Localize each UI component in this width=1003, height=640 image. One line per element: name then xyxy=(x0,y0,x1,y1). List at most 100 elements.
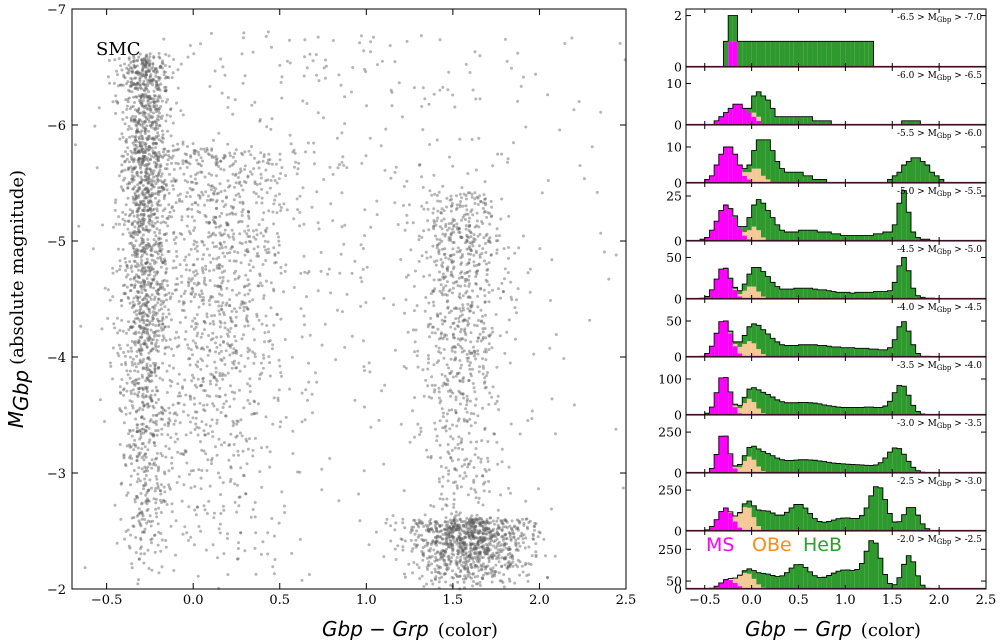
scatter-point xyxy=(159,237,163,241)
scatter-point xyxy=(220,374,224,378)
scatter-point xyxy=(141,159,144,163)
scatter-point xyxy=(237,504,241,508)
scatter-point xyxy=(426,207,430,211)
scatter-point xyxy=(452,230,456,234)
scatter-point xyxy=(484,278,488,282)
scatter-point xyxy=(193,402,196,406)
scatter-point xyxy=(134,536,138,539)
scatter-point xyxy=(167,76,171,80)
scatter-point xyxy=(411,547,415,551)
scatter-point xyxy=(266,531,270,535)
scatter-point xyxy=(252,167,256,171)
scatter-point xyxy=(253,180,257,184)
scatter-point xyxy=(217,304,221,308)
scatter-point xyxy=(127,544,131,548)
scatter-point xyxy=(497,571,501,575)
scatter-point xyxy=(441,184,445,188)
scatter-point xyxy=(155,348,159,352)
scatter-point xyxy=(179,294,183,298)
scatter-point xyxy=(158,56,162,60)
scatter-point xyxy=(523,546,527,550)
scatter-point xyxy=(175,345,179,349)
scatter-point xyxy=(417,518,421,522)
scatter-point xyxy=(334,358,338,362)
scatter-point xyxy=(441,533,445,536)
scatter-point xyxy=(119,64,123,68)
scatter-point xyxy=(445,363,449,367)
scatter-point xyxy=(276,251,280,255)
scatter-point xyxy=(455,556,459,559)
scatter-point xyxy=(224,196,228,200)
scatter-point xyxy=(241,200,245,204)
scatter-point xyxy=(275,232,279,235)
scatter-point xyxy=(258,182,262,186)
scatter-point xyxy=(298,210,302,214)
scatter-point xyxy=(492,432,496,436)
scatter-point xyxy=(500,550,504,553)
scatter-point xyxy=(503,556,507,560)
scatter-point xyxy=(143,530,146,534)
scatter-point xyxy=(474,270,478,274)
scatter-point xyxy=(498,334,502,338)
scatter-point xyxy=(454,409,457,412)
scatter-point xyxy=(240,214,244,217)
scatter-point xyxy=(464,522,468,526)
scatter-point xyxy=(125,381,129,385)
scatter-point xyxy=(163,472,167,476)
scatter-point xyxy=(432,325,435,329)
scatter-point xyxy=(460,275,464,279)
scatter-point xyxy=(106,288,110,292)
scatter-point xyxy=(140,291,144,295)
scatter-point xyxy=(407,562,411,566)
scatter-point xyxy=(142,207,146,210)
scatter-point xyxy=(495,519,499,523)
scatter-point xyxy=(126,373,130,377)
scatter-point xyxy=(260,485,264,489)
scatter-point xyxy=(293,151,297,155)
scatter-point xyxy=(472,237,476,241)
scatter-point xyxy=(478,584,482,587)
scatter-point xyxy=(142,487,145,491)
scatter-point xyxy=(132,229,136,233)
scatter-point xyxy=(168,172,171,176)
scatter-point xyxy=(498,579,502,583)
scatter-point xyxy=(496,551,500,555)
scatter-point xyxy=(450,448,454,452)
scatter-point xyxy=(440,507,444,511)
scatter-point xyxy=(148,75,152,79)
scatter-point xyxy=(172,230,176,234)
scatter-point xyxy=(204,452,208,456)
scatter-point xyxy=(458,523,462,527)
scatter-point xyxy=(139,435,143,439)
scatter-point xyxy=(456,575,459,579)
scatter-point xyxy=(473,421,477,425)
scatter-point xyxy=(139,324,142,328)
scatter-point xyxy=(136,174,140,178)
scatter-point xyxy=(436,199,440,203)
scatter-point xyxy=(260,201,264,205)
scatter-point xyxy=(458,292,462,296)
scatter-point xyxy=(476,234,480,238)
scatter-point xyxy=(194,322,198,325)
scatter-point xyxy=(466,359,470,363)
scatter-point xyxy=(153,393,157,397)
scatter-point xyxy=(508,547,512,551)
scatter-point xyxy=(450,527,453,531)
scatter-point xyxy=(114,222,118,226)
scatter-point xyxy=(200,448,204,452)
scatter-point xyxy=(144,395,148,399)
scatter-point xyxy=(148,195,152,199)
scatter-point xyxy=(243,164,247,168)
scatter-point xyxy=(435,259,439,263)
scatter-point xyxy=(167,203,171,207)
scatter-point xyxy=(146,135,150,139)
scatter-point xyxy=(485,546,489,550)
scatter-point xyxy=(144,425,148,429)
scatter-point xyxy=(224,399,228,403)
scatter-point xyxy=(199,367,203,371)
scatter-point xyxy=(437,480,441,484)
scatter-point xyxy=(439,399,443,403)
scatter-point xyxy=(462,525,466,529)
scatter-point xyxy=(271,210,275,214)
scatter-point xyxy=(437,346,441,350)
